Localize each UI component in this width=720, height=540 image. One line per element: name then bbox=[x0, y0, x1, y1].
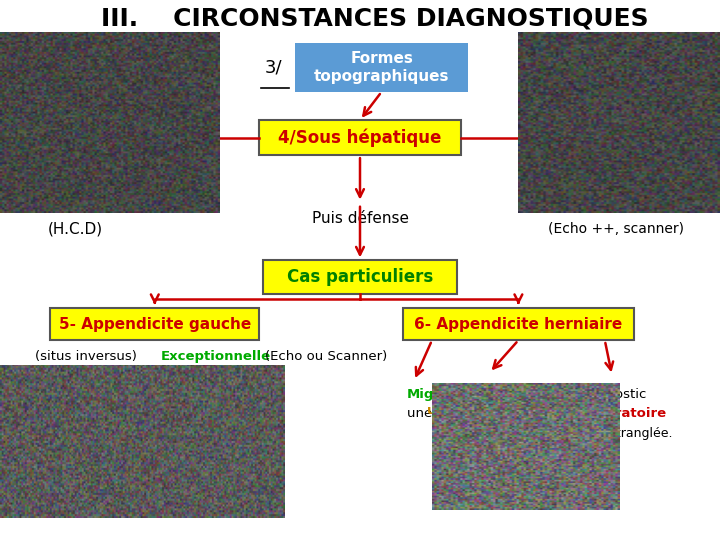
Text: une hernie inguinale: une hernie inguinale bbox=[407, 407, 544, 420]
Text: (situs inversus): (situs inversus) bbox=[35, 350, 140, 363]
Text: d'une H. étranglée.: d'une H. étranglée. bbox=[552, 427, 672, 440]
Text: Per-opératoire: Per-opératoire bbox=[557, 407, 667, 420]
Text: ≡ cholécystite: ≡ cholécystite bbox=[561, 197, 670, 213]
FancyBboxPatch shape bbox=[295, 43, 468, 92]
Text: Puis défense: Puis défense bbox=[312, 211, 408, 226]
Text: Herniaire: Herniaire bbox=[459, 424, 520, 437]
FancyBboxPatch shape bbox=[259, 120, 461, 156]
Text: 6- Appendicite herniaire: 6- Appendicite herniaire bbox=[414, 316, 623, 332]
FancyBboxPatch shape bbox=[403, 308, 634, 340]
Text: 4/Sous hépatique: 4/Sous hépatique bbox=[279, 129, 441, 147]
Text: Migration: Migration bbox=[407, 388, 480, 401]
Text: dans: dans bbox=[474, 388, 510, 401]
Text: Cas particuliers: Cas particuliers bbox=[287, 268, 433, 286]
FancyBboxPatch shape bbox=[263, 260, 457, 294]
Text: (Echo ++, scanner): (Echo ++, scanner) bbox=[548, 222, 683, 236]
Text: D. haut située: D. haut située bbox=[22, 198, 130, 213]
Text: un étranglement: un étranglement bbox=[427, 404, 552, 417]
Text: 5- Appendicite gauche: 5- Appendicite gauche bbox=[58, 316, 251, 332]
Text: III.    CIRCONSTANCES DIAGNOSTIQUES: III. CIRCONSTANCES DIAGNOSTIQUES bbox=[101, 7, 648, 31]
Text: droite: droite bbox=[446, 431, 485, 444]
Text: 3/: 3/ bbox=[265, 58, 282, 77]
FancyBboxPatch shape bbox=[50, 308, 259, 340]
Text: Formes
topographiques: Formes topographiques bbox=[314, 51, 449, 84]
Text: Diagnostic: Diagnostic bbox=[577, 388, 647, 401]
Text: Exceptionnelle: Exceptionnelle bbox=[161, 350, 271, 363]
Text: Simule: Simule bbox=[467, 385, 513, 398]
Text: (Echo ou Scanner): (Echo ou Scanner) bbox=[265, 350, 387, 363]
Text: (H.C.D): (H.C.D) bbox=[48, 221, 103, 237]
